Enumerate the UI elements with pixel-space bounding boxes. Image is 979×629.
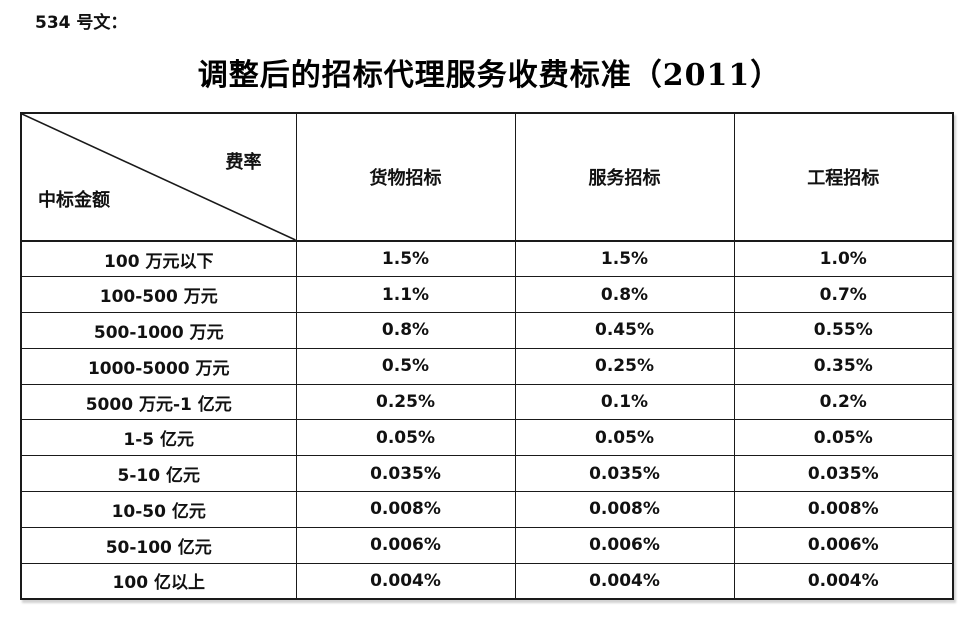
rate-value-cell: 0.05% bbox=[295, 419, 516, 457]
table-row: 5-10 亿元 0.035% 0.035% 0.035% bbox=[20, 455, 954, 493]
table-row: 50-100 亿元 0.006% 0.006% 0.006% bbox=[20, 526, 954, 564]
row-label: 100-500 万元 bbox=[20, 276, 297, 314]
doc-reference-number: 534 号文： bbox=[35, 13, 128, 33]
rate-value-cell: 1.1% bbox=[295, 276, 516, 314]
diagonal-corner-cell: 费率 中标金额 bbox=[20, 112, 297, 242]
rate-value-cell: 0.006% bbox=[295, 526, 516, 564]
rate-value-cell: 1.5% bbox=[295, 240, 516, 278]
rate-value-cell: 0.008% bbox=[514, 491, 735, 528]
header-row: 费率 中标金额 货物招标 服务招标 工程招标 bbox=[20, 112, 954, 242]
rate-value-cell: 0.004% bbox=[295, 562, 516, 600]
table-row: 100-500 万元 1.1% 0.8% 0.7% bbox=[20, 276, 954, 314]
column-header-goods-tender: 货物招标 bbox=[295, 112, 516, 242]
rate-value-cell: 0.25% bbox=[295, 383, 516, 421]
rate-value-cell: 0.004% bbox=[733, 562, 954, 600]
rate-value-cell: 0.8% bbox=[514, 276, 735, 314]
corner-label-bid-amount: 中标金额 bbox=[38, 190, 110, 211]
rate-value-cell: 0.55% bbox=[733, 312, 954, 349]
rate-value-cell: 0.035% bbox=[514, 455, 735, 493]
rate-value-cell: 0.45% bbox=[514, 312, 735, 349]
fee-rate-table: 费率 中标金额 货物招标 服务招标 工程招标 100 万元以下 1.5% 1.5% 1… bbox=[20, 112, 954, 600]
row-label: 5000 万元-1 亿元 bbox=[20, 383, 297, 421]
row-label: 100 亿以上 bbox=[20, 562, 297, 600]
rate-value-cell: 0.35% bbox=[733, 347, 954, 385]
rate-value-cell: 0.25% bbox=[514, 347, 735, 385]
row-label: 1000-5000 万元 bbox=[20, 347, 297, 385]
row-label: 1-5 亿元 bbox=[20, 419, 297, 457]
column-header-service-tender: 服务招标 bbox=[514, 112, 735, 242]
table-row: 5000 万元-1 亿元 0.25% 0.1% 0.2% bbox=[20, 383, 954, 421]
page-title: 调整后的招标代理服务收费标准（2011） bbox=[197, 58, 782, 93]
rate-value-cell: 0.006% bbox=[733, 526, 954, 564]
rate-value-cell: 1.5% bbox=[514, 240, 735, 278]
row-label: 100 万元以下 bbox=[20, 240, 297, 278]
rate-value-cell: 0.05% bbox=[514, 419, 735, 457]
rate-value-cell: 0.008% bbox=[733, 491, 954, 528]
row-label: 10-50 亿元 bbox=[20, 491, 297, 528]
row-label: 5-10 亿元 bbox=[20, 455, 297, 493]
table-row: 10-50 亿元 0.008% 0.008% 0.008% bbox=[20, 491, 954, 528]
diagonal-line bbox=[22, 114, 296, 240]
corner-label-rate: 费率 bbox=[225, 152, 262, 173]
rate-value-cell: 0.035% bbox=[295, 455, 516, 493]
table-body: 100 万元以下 1.5% 1.5% 1.0% 100-500 万元 1.1% 0.8% 0.… bbox=[20, 240, 954, 600]
rate-value-cell: 0.035% bbox=[733, 455, 954, 493]
table-row: 1000-5000 万元 0.5% 0.25% 0.35% bbox=[20, 347, 954, 385]
rate-value-cell: 0.004% bbox=[514, 562, 735, 600]
rate-value-cell: 0.2% bbox=[733, 383, 954, 421]
table-row: 100 亿以上 0.004% 0.004% 0.004% bbox=[20, 562, 954, 600]
rate-value-cell: 0.5% bbox=[295, 347, 516, 385]
table-row: 100 万元以下 1.5% 1.5% 1.0% bbox=[20, 240, 954, 278]
rate-value-cell: 0.1% bbox=[514, 383, 735, 421]
rate-value-cell: 0.008% bbox=[295, 491, 516, 528]
column-header-engineering-tender: 工程招标 bbox=[733, 112, 954, 242]
rate-value-cell: 0.7% bbox=[733, 276, 954, 314]
rate-value-cell: 0.05% bbox=[733, 419, 954, 457]
row-label: 50-100 亿元 bbox=[20, 526, 297, 564]
table-header: 费率 中标金额 货物招标 服务招标 工程招标 bbox=[20, 112, 954, 242]
rate-value-cell: 0.006% bbox=[514, 526, 735, 564]
row-label: 500-1000 万元 bbox=[20, 312, 297, 349]
rate-value-cell: 0.8% bbox=[295, 312, 516, 349]
table-row: 500-1000 万元 0.8% 0.45% 0.55% bbox=[20, 312, 954, 349]
table-row: 1-5 亿元 0.05% 0.05% 0.05% bbox=[20, 419, 954, 457]
rate-value-cell: 1.0% bbox=[733, 240, 954, 278]
